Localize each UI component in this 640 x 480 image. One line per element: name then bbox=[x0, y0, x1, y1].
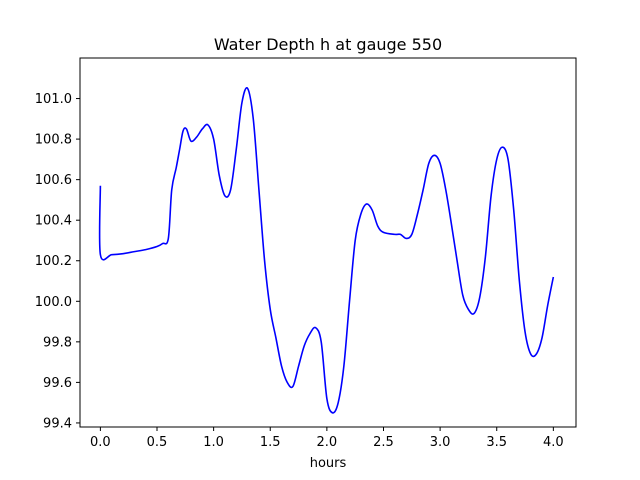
axes-frame bbox=[79, 57, 577, 428]
y-tick-label: 100.8 bbox=[35, 133, 72, 148]
x-tick-label: 1.0 bbox=[203, 435, 224, 450]
y-tick-label: 99.6 bbox=[43, 376, 72, 391]
chart-title: Water Depth h at gauge 550 bbox=[214, 35, 442, 54]
y-tick-label: 101.0 bbox=[35, 92, 72, 107]
x-axis: 0.0 0.5 1.0 1.5 2.0 2.5 3.0 3.5 4.0 bbox=[90, 427, 564, 450]
x-tick-label: 3.0 bbox=[430, 435, 451, 450]
x-tick-label: 0.5 bbox=[147, 435, 168, 450]
x-tick-label: 4.0 bbox=[543, 435, 564, 450]
y-axis: 99.4 99.6 99.8 100.0 100.2 100.4 100.6 100.8 101… bbox=[35, 92, 80, 431]
y-tick-label: 99.8 bbox=[43, 335, 72, 350]
x-tick-label: 0.0 bbox=[90, 435, 111, 450]
x-tick-label: 3.5 bbox=[486, 435, 507, 450]
plot-area bbox=[98, 87, 555, 414]
x-tick-label: 2.0 bbox=[317, 435, 338, 450]
y-tick-label: 100.4 bbox=[35, 214, 72, 229]
y-tick-label: 99.4 bbox=[43, 416, 72, 431]
x-axis-label: hours bbox=[310, 456, 347, 471]
series-line-0 bbox=[98, 87, 555, 414]
x-tick-label: 1.5 bbox=[260, 435, 281, 450]
x-tick-label: 2.5 bbox=[373, 435, 394, 450]
y-tick-label: 100.6 bbox=[35, 173, 72, 188]
y-tick-label: 100.2 bbox=[35, 254, 72, 269]
y-tick-label: 100.0 bbox=[35, 295, 72, 310]
